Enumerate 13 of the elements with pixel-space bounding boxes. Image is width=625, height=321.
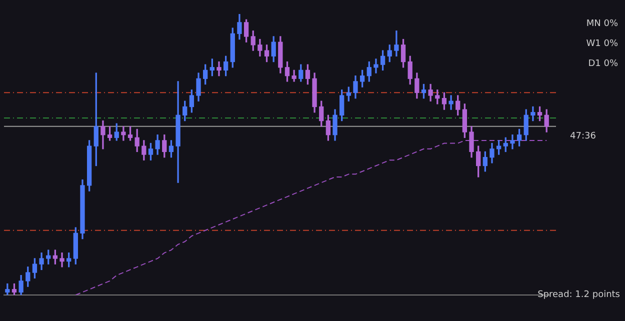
candlestick: [530, 106, 536, 122]
text: MN 0%: [586, 19, 618, 29]
text: W1 0%: [586, 39, 618, 49]
candlestick: [374, 58, 378, 74]
candlestick: [60, 252, 64, 268]
text: 47:36: [570, 131, 596, 142]
candlestick: [448, 95, 454, 110]
candlestick: [121, 126, 126, 141]
candlestick: [216, 61, 222, 76]
text: D1 0%: [588, 59, 618, 69]
annotation: Spread: 1.2 points: [538, 290, 620, 300]
candlestick: [394, 30, 399, 56]
candlestick: [510, 134, 515, 150]
